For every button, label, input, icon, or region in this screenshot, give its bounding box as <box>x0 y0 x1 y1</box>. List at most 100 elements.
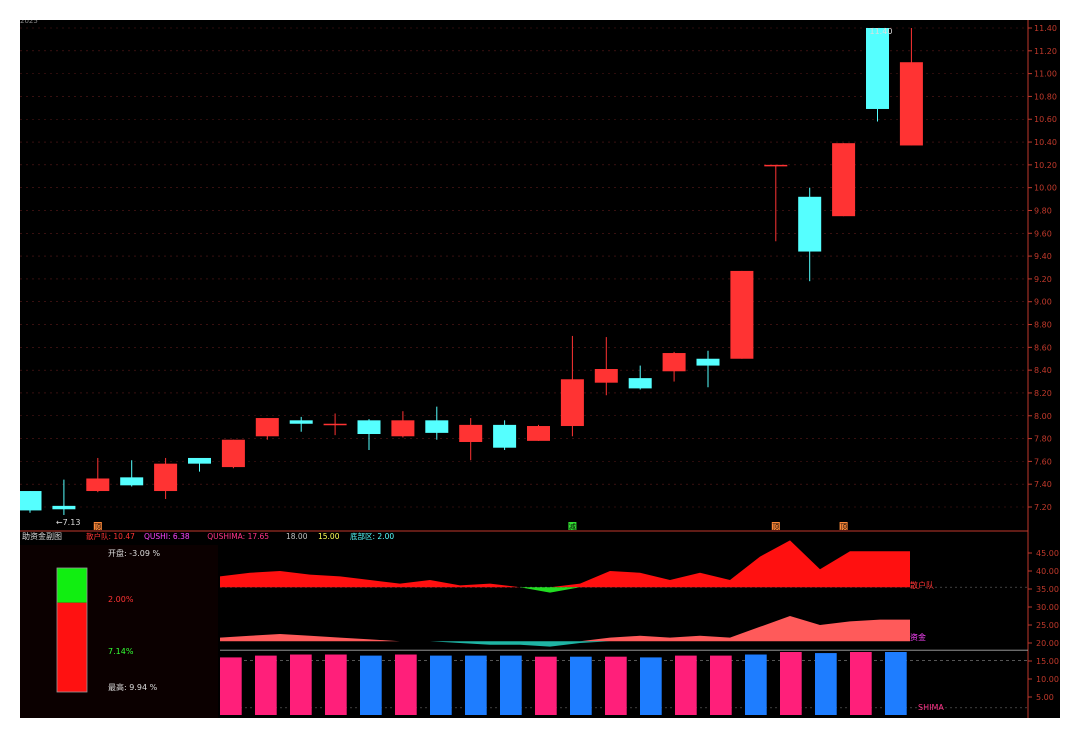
volume-bar <box>570 656 592 715</box>
candle-body <box>86 478 110 492</box>
sub-y-tick-label: 40.00 <box>1036 567 1059 576</box>
sub-y-tick-label: 20.00 <box>1036 639 1059 648</box>
y-tick-label: 7.20 <box>1034 503 1052 512</box>
y-tick-label: 9.00 <box>1034 298 1052 307</box>
candle-body <box>154 463 178 492</box>
candle-body <box>52 505 76 510</box>
volume-bar <box>255 655 277 715</box>
volume-bar <box>745 654 767 715</box>
candle-body <box>425 420 449 433</box>
y-tick-label: 11.40 <box>1034 24 1057 33</box>
volume-bar <box>430 655 452 715</box>
y-tick-label: 9.60 <box>1034 229 1052 238</box>
candle-layer <box>20 28 923 515</box>
sub-chart-title: 助资金副图 <box>22 531 62 541</box>
candle-body <box>899 62 923 146</box>
signal-marker <box>771 522 780 530</box>
y-tick-label: 8.40 <box>1034 366 1052 375</box>
volume-bar <box>850 652 872 715</box>
volume-bar <box>815 653 837 715</box>
gauge-frame <box>56 567 88 693</box>
legend-entry: QUSHIMA: 17.65 <box>207 532 269 541</box>
signal-text: 顶 <box>840 523 847 531</box>
grid-layer <box>20 27 1028 508</box>
legend-entry: 散户队: 10.47 <box>86 531 135 541</box>
volume-bar <box>290 654 312 715</box>
candle-body <box>527 426 550 441</box>
sub-y-tick-label: 25.00 <box>1036 621 1059 630</box>
top-strip-label: 2025 <box>20 20 38 25</box>
candle-body <box>323 423 347 426</box>
volume-bar <box>395 654 417 715</box>
stock-chart: 11.40 11.20 11.00 10.80 10.60 10.40 10.20 10.00… <box>20 20 1059 718</box>
sub-y-tick-label: 5.00 <box>1036 693 1054 702</box>
volume-bar <box>780 652 802 715</box>
series-label: SHIMA <box>918 703 944 712</box>
area-series-sanhu <box>220 540 910 588</box>
y-tick-label: 7.40 <box>1034 480 1052 489</box>
y-tick-label: 10.00 <box>1034 184 1057 193</box>
y-tick-label: 8.00 <box>1034 412 1052 421</box>
signal-text: 减 <box>569 522 576 531</box>
legend-entry: 15.00 <box>318 532 340 541</box>
candle-body <box>560 379 584 427</box>
mid-label-2: 7.14% <box>108 647 134 656</box>
candle-body <box>188 457 211 464</box>
candle-body <box>20 491 42 511</box>
series-label: 散户队 <box>910 580 934 590</box>
volume-bar <box>500 655 522 715</box>
signal-marker <box>839 522 848 530</box>
side-panel-bg <box>20 545 218 718</box>
candle-body <box>120 477 144 486</box>
price-annotation: 11.40 <box>870 27 893 36</box>
candle-body <box>730 270 754 359</box>
volume-bar <box>605 656 627 715</box>
volume-bar <box>360 655 382 715</box>
volume-bar <box>535 656 557 715</box>
candle-body <box>357 420 381 435</box>
y-tick-label: 10.80 <box>1034 92 1057 101</box>
y-tick-label: 7.60 <box>1034 457 1052 466</box>
series-label: 资金 <box>910 632 926 642</box>
y-tick-label: 10.40 <box>1034 138 1057 147</box>
y-tick-label: 9.80 <box>1034 206 1052 215</box>
chart-frame: 11.40 11.20 11.00 10.80 10.60 10.40 10.20 10.00… <box>20 20 1060 718</box>
candle-body <box>391 420 415 437</box>
legend-entry: QUSHI: 6.38 <box>144 532 190 541</box>
candle-body <box>221 439 245 468</box>
signal-text: 顶 <box>94 523 101 531</box>
y-tick-label: 10.60 <box>1034 115 1057 124</box>
side-panel <box>20 545 218 718</box>
sub-y-tick-label: 10.00 <box>1036 675 1059 684</box>
price-annotation: ←7.13 <box>56 518 81 527</box>
mid-label-1: 2.00% <box>108 595 134 604</box>
candle-body <box>832 143 856 217</box>
area-series-negative <box>220 641 910 647</box>
volume-bar <box>885 652 907 715</box>
legend-entry: 18.00 <box>286 532 308 541</box>
candle-body <box>289 420 313 424</box>
open-label: 开盘: -3.09 % <box>108 548 160 558</box>
y-tick-label: 8.20 <box>1034 389 1052 398</box>
y-tick-label: 11.00 <box>1034 70 1057 79</box>
candle-body <box>696 358 720 366</box>
candle-body <box>798 196 822 252</box>
candle-body <box>764 164 788 167</box>
volume-bar <box>220 657 242 715</box>
sub-y-tick-label: 35.00 <box>1036 585 1059 594</box>
volume-bar <box>675 655 697 715</box>
candle-body <box>662 353 686 372</box>
y-tick-label: 11.20 <box>1034 47 1057 56</box>
gauge-red <box>57 602 87 692</box>
volume-bar <box>640 657 662 715</box>
candle-body <box>493 424 517 448</box>
sub-y-tick-label: 30.00 <box>1036 603 1059 612</box>
y-tick-label: 8.80 <box>1034 321 1052 330</box>
candle-body <box>459 424 483 442</box>
volume-bar <box>465 655 487 715</box>
axis-layer: 11.40 11.20 11.00 10.80 10.60 10.40 10.20 10.00… <box>20 20 1059 718</box>
candle-body <box>866 28 889 109</box>
text-layer: ←7.13 11.40 顶 减 顶 顶 2025 助资金副图 散户队: 10.47 QUSHI: … <box>20 20 944 712</box>
y-tick-label: 10.20 <box>1034 161 1057 170</box>
high-label: 最高: 9.94 % <box>108 682 158 692</box>
